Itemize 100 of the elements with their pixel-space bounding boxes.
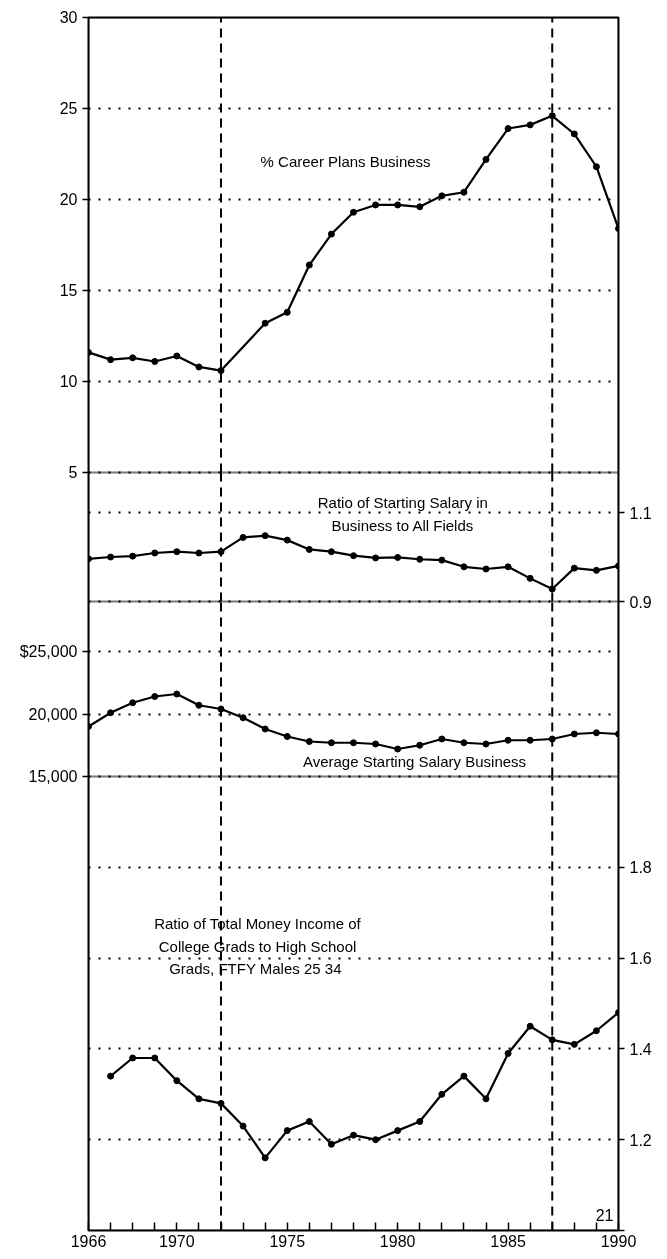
x-tick-label: 1985 xyxy=(490,1232,526,1250)
text: % Career Plans Business xyxy=(260,153,431,170)
point xyxy=(482,740,490,748)
point xyxy=(151,693,159,700)
point xyxy=(526,736,534,744)
point xyxy=(460,188,468,196)
point xyxy=(283,536,291,544)
point xyxy=(261,1154,269,1162)
y-tick-label: 10 xyxy=(59,373,78,390)
y-tick-label: 1.6 xyxy=(629,950,652,968)
point xyxy=(548,735,556,743)
point xyxy=(173,1077,181,1085)
point xyxy=(151,357,159,365)
point xyxy=(438,192,446,200)
point xyxy=(305,1118,313,1126)
point xyxy=(570,130,578,138)
point xyxy=(504,125,512,133)
point xyxy=(592,1027,600,1035)
point xyxy=(173,352,181,360)
point xyxy=(129,1054,137,1062)
point xyxy=(394,1127,402,1135)
point xyxy=(372,740,380,748)
point xyxy=(438,556,446,564)
point xyxy=(107,709,115,717)
point xyxy=(482,1095,490,1103)
point xyxy=(482,155,490,163)
y-tick-label: 25 xyxy=(59,100,78,117)
y-tick-label: 20 xyxy=(59,191,78,208)
point xyxy=(460,739,468,747)
y-tick-label: 5 xyxy=(68,464,78,481)
point xyxy=(394,745,402,753)
point xyxy=(350,1131,357,1139)
y-tick-label: 1.4 xyxy=(629,1040,652,1058)
y-tick-label: 0.9 xyxy=(629,593,652,611)
point xyxy=(283,308,291,316)
point xyxy=(283,733,291,740)
point xyxy=(548,112,556,120)
point xyxy=(239,714,247,722)
point xyxy=(261,725,269,733)
point xyxy=(350,739,357,747)
point xyxy=(173,690,181,698)
annotation: 21 xyxy=(595,1206,614,1224)
point xyxy=(327,1140,335,1148)
point xyxy=(416,555,424,563)
point xyxy=(305,738,313,745)
point xyxy=(372,554,380,562)
y-tick-label: 30 xyxy=(59,9,78,26)
point xyxy=(482,565,490,573)
point xyxy=(460,563,468,571)
point xyxy=(504,736,512,744)
point xyxy=(195,701,203,709)
point xyxy=(261,319,269,327)
point xyxy=(239,533,247,541)
y-tick-label: 1.1 xyxy=(629,504,652,522)
point xyxy=(372,201,380,209)
y-tick-label: 1.2 xyxy=(629,1131,652,1149)
x-tick-label: 1966 xyxy=(70,1232,107,1250)
y-tick-label: $25,000 xyxy=(19,643,78,660)
point xyxy=(592,163,600,171)
point xyxy=(129,552,137,560)
point xyxy=(350,208,357,216)
point xyxy=(416,1118,424,1126)
point xyxy=(504,563,512,571)
point xyxy=(217,705,225,713)
point xyxy=(460,1072,468,1080)
point xyxy=(526,121,534,129)
point xyxy=(129,354,137,362)
point xyxy=(570,564,578,572)
point xyxy=(283,1127,291,1135)
point xyxy=(305,545,313,553)
point xyxy=(416,203,424,211)
point xyxy=(548,1036,556,1044)
point xyxy=(526,1022,534,1030)
point xyxy=(570,1040,578,1048)
point xyxy=(107,553,115,561)
y-tick-label: 20,000 xyxy=(28,705,78,723)
point xyxy=(107,1072,115,1080)
text: Ratio of Starting Salary in Business to All Fields xyxy=(317,494,488,534)
x-tick-label: 1980 xyxy=(379,1232,416,1250)
point xyxy=(570,730,578,738)
point xyxy=(372,1136,380,1144)
point xyxy=(195,549,203,557)
point xyxy=(217,548,225,556)
point xyxy=(217,1099,225,1107)
point xyxy=(350,552,357,560)
point xyxy=(327,230,335,238)
point xyxy=(438,735,446,743)
point xyxy=(195,1095,203,1103)
x-tick-label: 1970 xyxy=(159,1232,195,1250)
point xyxy=(592,566,600,574)
point xyxy=(107,356,115,364)
point xyxy=(416,741,424,749)
point xyxy=(327,548,335,556)
point xyxy=(327,739,335,747)
point xyxy=(151,549,159,557)
point xyxy=(526,574,534,582)
point xyxy=(394,553,402,561)
point xyxy=(261,532,269,540)
y-tick-label: 15,000 xyxy=(28,768,78,785)
point xyxy=(504,1049,512,1057)
